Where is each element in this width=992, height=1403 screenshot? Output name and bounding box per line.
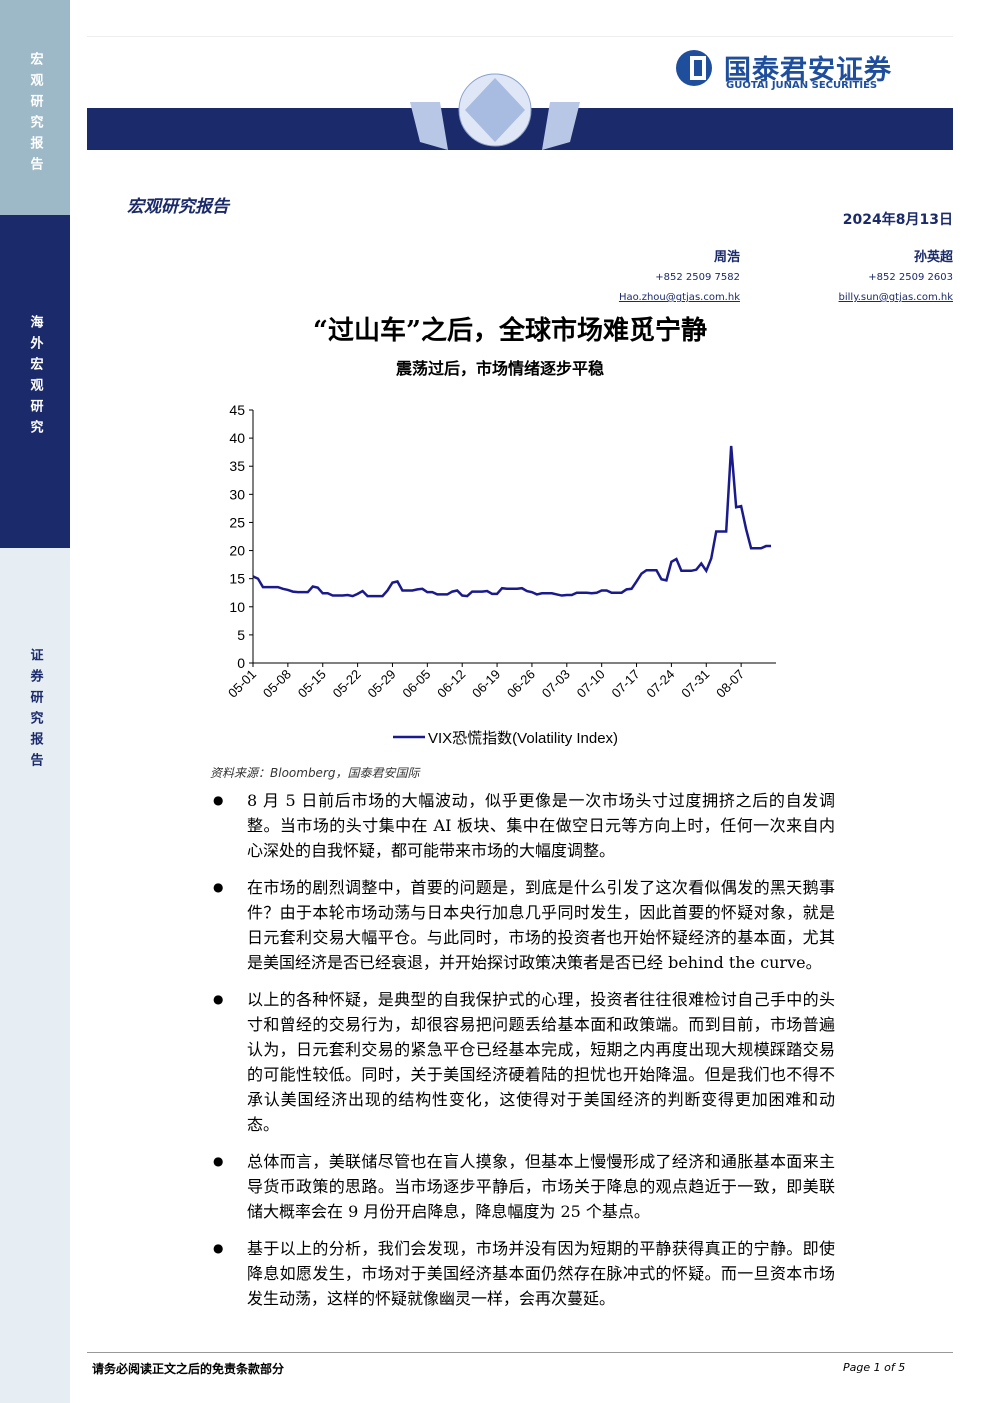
- line: [252, 445, 772, 598]
- bullet-dot: ●: [213, 793, 224, 807]
- x-tick-label: 05-01: [225, 667, 259, 701]
- x-tick-label: 05-15: [295, 667, 329, 701]
- author-phone: +852 2509 7582: [655, 272, 740, 283]
- logo-name: 国泰君安证券: [724, 55, 892, 86]
- y-tick-label: 10: [229, 599, 245, 615]
- y-tick-label: 25: [229, 514, 245, 530]
- chart: 0 5 10 15 20 25 30 35 40 45 05-01 05-08 05-15 05-22 05…: [225, 402, 776, 747]
- sidebar-bottom: 证券研究报告: [0, 548, 70, 1403]
- bullet-text: 以上的各种怀疑，是典型的自我保护式的心理，投资者往往很难检讨自己手中的头寸和曾经…: [247, 990, 835, 1134]
- y-tick-label: 20: [229, 543, 245, 559]
- bullet-text: 基于以上的分析，我们会发现，市场并没有因为短期的平静获得真正的宁静。即使降息如愿…: [247, 1239, 835, 1308]
- x-tick-label: 05-29: [364, 667, 398, 701]
- author: 周浩 +852 2509 7582 Hao.zhou@gtjas.com.hk: [619, 248, 740, 308]
- y-tick-label: 45: [229, 402, 245, 418]
- y-tick-label: 40: [229, 430, 245, 446]
- bullet: ● 在市场的剧烈调整中，首要的问题是，到底是什么引发了这次看似偶发的黑天鹅事件？由…: [213, 875, 835, 975]
- x-tick-label: 07-03: [539, 667, 573, 701]
- bullets: ● 8 月 5 日前后市场的大幅波动，似乎更像是一次市场头寸过度拥挤之后的自发调整…: [213, 788, 835, 1323]
- logo-english: GUOTAI JUNAN SECURITIES: [726, 80, 878, 91]
- sidebar-mid: 海外宏观研究: [0, 215, 70, 548]
- date: 2024年8月13日: [842, 212, 953, 228]
- legend-label: VIX恐慌指数(Volatility Index): [428, 730, 618, 747]
- author-email[interactable]: Hao.zhou@gtjas.com.hk: [618, 292, 740, 303]
- sidebar-text: 宏观研究报告: [27, 52, 43, 178]
- page-number: Page 1 of 5: [843, 1361, 906, 1374]
- footer-rule: [87, 1352, 953, 1353]
- sidebar-top: 宏观研究报告: [0, 0, 70, 215]
- bullet: ● 8 月 5 日前后市场的大幅波动，似乎更像是一次市场头寸过度拥挤之后的自发调整…: [213, 788, 835, 863]
- y-tick-label: 35: [229, 458, 245, 474]
- x-tick-label: 07-17: [609, 667, 643, 701]
- diamond: [410, 73, 580, 150]
- author-name: 周浩: [713, 250, 740, 265]
- bullet-text: 在市场的剧烈调整中，首要的问题是，到底是什么引发了这次看似偶发的黑天鹅事件？由于…: [247, 878, 835, 972]
- bullet: ● 总体而言，美联储尽管也在盲人摸象，但基本上慢慢形成了经济和通胀基本面来主导货币…: [213, 1149, 835, 1224]
- author-name: 孙英超: [913, 250, 953, 265]
- bullet-text: 总体而言，美联储尽管也在盲人摸象，但基本上慢慢形成了经济和通胀基本面来主导货币政…: [247, 1152, 835, 1221]
- subtitle: 震荡过后，市场情绪逐步平稳: [395, 359, 604, 378]
- title: “过山车”之后，全球市场难觅宁静: [313, 316, 707, 346]
- disclaimer: 请务必阅读正文之后的免责条款部分: [92, 1362, 285, 1376]
- x-tick-label: 05-08: [260, 667, 294, 701]
- x-tick-label: 06-12: [434, 667, 468, 701]
- author: 孙英超 +852 2509 2603 billy.sun@gtjas.com.h…: [839, 248, 953, 308]
- bullet: ● 基于以上的分析，我们会发现，市场并没有因为短期的平静获得真正的宁静。即使降息如…: [213, 1236, 835, 1311]
- x-tick-label: 07-24: [643, 667, 677, 701]
- bullet-dot: ●: [213, 1241, 224, 1255]
- y-tick-label: 0: [237, 655, 245, 671]
- y-tick-label: 15: [229, 571, 245, 587]
- x-tick-label: 05-22: [330, 667, 364, 701]
- y-tick-label: 30: [229, 486, 245, 502]
- logo-mark: [676, 50, 712, 86]
- x-tick-label: 06-19: [469, 667, 503, 701]
- x-tick-label: 06-05: [399, 667, 433, 701]
- x-tick-label: 08-07: [713, 667, 747, 701]
- x-tick-label: 07-31: [678, 667, 712, 701]
- bullet-text: 8 月 5 日前后市场的大幅波动，似乎更像是一次市场头寸过度拥挤之后的自发调整。…: [247, 791, 835, 860]
- bullet: ● 以上的各种怀疑，是典型的自我保护式的心理，投资者往往很难检讨自己手中的头寸和曾…: [213, 987, 835, 1137]
- x-tick-label: 07-10: [574, 667, 608, 701]
- sidebar-text: 证券研究报告: [27, 648, 43, 774]
- bullet-dot: ●: [213, 992, 224, 1006]
- bullet-dot: ●: [213, 880, 224, 894]
- bullet-dot: ●: [213, 1154, 224, 1168]
- author-email[interactable]: billy.sun@gtjas.com.hk: [838, 292, 953, 303]
- source: 资料来源：Bloomberg，国泰君安国际: [210, 766, 420, 780]
- author-phone: +852 2509 2603: [868, 272, 953, 283]
- x-tick-label: 06-26: [504, 667, 538, 701]
- y-tick-label: 5: [237, 627, 245, 643]
- report-type: 宏观研究报告: [127, 197, 229, 217]
- rule: [87, 36, 953, 37]
- sidebar-text: 海外宏观研究: [27, 315, 43, 441]
